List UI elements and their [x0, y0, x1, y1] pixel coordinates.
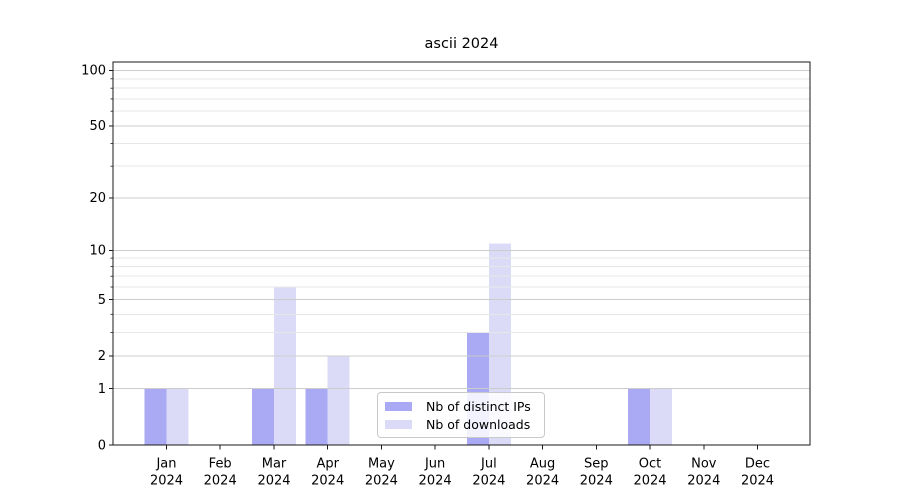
y-tick-label-50: 50: [89, 119, 106, 134]
x-tick-label-year-apr: 2024: [311, 474, 344, 489]
legend-swatch-downloads: [385, 419, 412, 429]
y-tick-label-5: 5: [98, 293, 106, 308]
x-tick-label-month-mar: Mar: [262, 457, 287, 472]
legend-swatch-distinct-ips: [385, 401, 412, 411]
x-tick-label-year-mar: 2024: [257, 474, 290, 489]
bar-downloads-apr: [327, 355, 350, 445]
legend-item-downloads: Nb of downloads: [385, 415, 544, 433]
x-tick-label-month-sep: Sep: [584, 457, 609, 472]
x-tick-label-year-feb: 2024: [204, 474, 237, 489]
y-tick-label-100: 100: [81, 64, 106, 79]
x-tick-label-year-nov: 2024: [687, 474, 720, 489]
x-tick-label-month-jul: Jul: [480, 457, 497, 472]
x-tick-label-year-dec: 2024: [741, 474, 774, 489]
x-tick-label-year-aug: 2024: [526, 474, 559, 489]
bar-downloads-oct: [650, 388, 672, 445]
x-tick-label-month-dec: Dec: [745, 457, 770, 472]
bar-distinct-ips-jan: [144, 388, 167, 445]
bar-distinct-ips-mar: [252, 388, 274, 445]
y-tick-label-0: 0: [98, 438, 106, 453]
x-tick-label-month-oct: Oct: [639, 457, 661, 472]
x-tick-label-year-oct: 2024: [633, 474, 666, 489]
x-tick-label-month-jun: Jun: [424, 457, 445, 472]
y-tick-label-1: 1: [98, 382, 106, 397]
x-tick-label-year-jul: 2024: [472, 474, 505, 489]
y-tick-label-2: 2: [98, 349, 106, 364]
x-tick-label-year-jan: 2024: [150, 474, 183, 489]
y-tick-label-10: 10: [89, 244, 106, 259]
chart-title: ascii 2024: [424, 36, 499, 52]
x-tick-label-month-nov: Nov: [691, 457, 717, 472]
legend: Nb of distinct IPs Nb of downloads: [377, 392, 545, 438]
x-tick-label-month-feb: Feb: [209, 457, 232, 472]
x-tick-label-month-apr: Apr: [316, 457, 339, 472]
legend-label-distinct-ips: Nb of distinct IPs: [426, 398, 531, 414]
x-tick-label-year-jun: 2024: [419, 474, 452, 489]
legend-label-downloads: Nb of downloads: [426, 416, 531, 432]
x-tick-label-year-sep: 2024: [580, 474, 613, 489]
bar-distinct-ips-apr: [305, 388, 328, 445]
x-tick-label-year-may: 2024: [365, 474, 398, 489]
x-tick-label-month-aug: Aug: [530, 457, 555, 472]
legend-item-distinct-ips: Nb of distinct IPs: [385, 397, 544, 415]
plot-border: [112, 61, 811, 446]
x-tick-label-month-jan: Jan: [155, 457, 176, 472]
y-tick-label-20: 20: [89, 191, 106, 206]
x-tick-label-month-may: May: [368, 457, 395, 472]
bar-distinct-ips-oct: [628, 388, 650, 445]
bar-downloads-mar: [274, 287, 296, 445]
bar-downloads-jan: [166, 388, 189, 445]
